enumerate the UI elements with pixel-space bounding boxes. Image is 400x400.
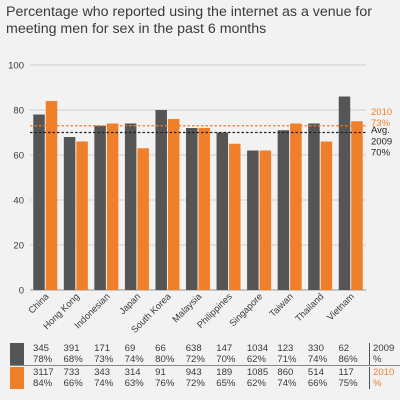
table-cell: 123 71% [277, 343, 297, 365]
bar-2009-singapore [247, 150, 259, 290]
table-cell: 91 76% [155, 367, 175, 389]
bar-2009-philippines [216, 132, 229, 290]
bar-2009-thailand [308, 123, 320, 290]
table-cell: 3117 84% [33, 367, 54, 389]
table-row-2009: 345 78% 391 68% 171 73% 69 74% 66 80% 638 72% 147 70%… [0, 342, 400, 366]
avg-2009-year-label: 2009 [371, 137, 392, 148]
bar-2009-hong-kong [63, 137, 76, 290]
bar-2010-indonesian [106, 123, 119, 290]
table-unit-2010: 2010% [373, 367, 395, 389]
table-divider [10, 365, 400, 366]
bar-2009-japan [124, 123, 137, 290]
bar-2010-south-korea [167, 119, 180, 290]
table-cell: 171 73% [94, 343, 114, 365]
bars [33, 96, 363, 290]
y-tick-label: 60 [13, 151, 24, 162]
table-cell: 733 66% [63, 367, 83, 389]
y-axis: 0 20 40 60 80 100 [8, 61, 24, 297]
bar-2009-china [33, 114, 45, 290]
table-cell: 1085 62% [246, 367, 269, 389]
avg-2010-year-label: 2010 [371, 107, 392, 118]
table-cell: 943 72% [185, 367, 205, 389]
legend-swatch-2010 [10, 367, 24, 389]
table-cell: 62 86% [338, 343, 358, 365]
table-cell: 189 65% [216, 367, 236, 389]
table-cell: 638 72% [185, 343, 205, 365]
bar-2009-south-korea [155, 110, 167, 290]
table-unit-2009: 2009% [373, 343, 395, 365]
x-tick-label: Vietnam [325, 291, 356, 322]
avg-2009-value-label: 70% [371, 148, 391, 159]
bar-2010-japan [137, 148, 149, 290]
table-cell: 514 66% [307, 367, 328, 389]
table-row-2010: 3117 84% 733 66% 343 74% 314 63% 91 76% 943 72% 189 6… [0, 366, 400, 390]
bar-2009-taiwan [277, 130, 290, 290]
x-tick-label: Japan [117, 291, 142, 316]
table-cell: 330 74% [307, 343, 328, 365]
table-cell: 66 80% [155, 343, 175, 365]
bar-2009-malaysia [186, 128, 198, 290]
y-tick-label: 40 [13, 196, 24, 207]
bar-2010-china [45, 101, 58, 290]
chart-title: Percentage who reported using the intern… [6, 4, 372, 37]
table-cell: 314 63% [124, 367, 144, 389]
bar-2010-philippines [229, 143, 241, 290]
y-tick-label: 80 [13, 106, 24, 117]
bar-2009-indonesian [94, 125, 106, 290]
bar-2010-thailand [320, 141, 333, 290]
avg-2010-value-label: 73% [371, 118, 391, 129]
x-tick-label: Taiwan [268, 291, 296, 319]
y-tick-label: 100 [8, 61, 24, 72]
table-cell: 391 68% [63, 343, 83, 365]
bar-2010-hong-kong [76, 141, 88, 290]
y-tick-label: 0 [19, 286, 24, 297]
legend-swatch-2009 [10, 343, 24, 365]
table-cell: 1034 62% [246, 343, 269, 365]
x-tick-label: Singapore [227, 291, 264, 328]
x-tick-label: Thailand [293, 291, 325, 323]
bar-2010-taiwan [290, 123, 302, 290]
table-cell: 147 70% [216, 343, 236, 365]
y-tick-label: 20 [13, 241, 24, 252]
table-cell: 345 78% [33, 343, 53, 365]
bar-2010-malaysia [198, 128, 210, 290]
avg-label: Avg. [371, 125, 390, 136]
bar-2009-vietnam [338, 96, 351, 290]
table-cell: 69 74% [124, 343, 144, 365]
bar-2010-singapore [259, 150, 272, 290]
table-cell: 860 74% [277, 367, 297, 389]
x-tick-label: China [26, 291, 51, 316]
bar-2010-vietnam [351, 121, 363, 290]
table-cell: 343 74% [94, 367, 114, 389]
table-cell: 117 75% [338, 367, 358, 389]
